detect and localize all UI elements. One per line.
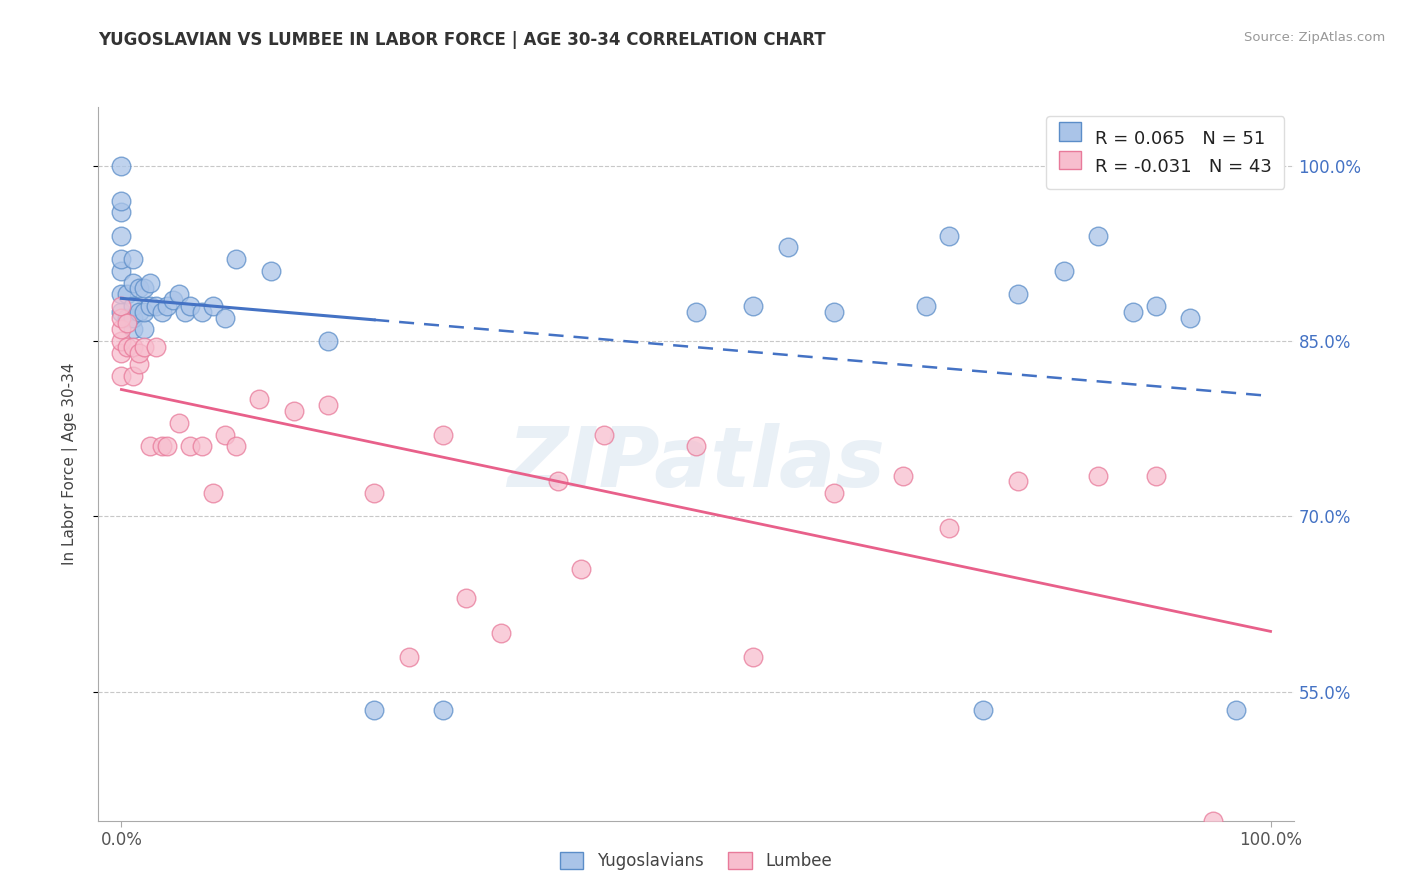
Legend: Yugoslavians, Lumbee: Yugoslavians, Lumbee (554, 845, 838, 877)
Point (115, 287, 138, 301)
Point (742, 299, 765, 313)
Point (179, 439, 201, 453)
Point (110, 345, 132, 359)
Point (456, 591, 478, 606)
Point (122, 310, 145, 325)
Point (115, 317, 138, 331)
Point (1225, 702, 1247, 716)
Text: Source: ZipAtlas.com: Source: ZipAtlas.com (1244, 31, 1385, 45)
Point (122, 276, 145, 290)
Point (156, 439, 179, 453)
Point (110, 322, 132, 336)
Point (134, 340, 156, 354)
Point (247, 392, 270, 407)
Point (569, 562, 592, 576)
Point (260, 264, 283, 278)
Point (110, 299, 132, 313)
Point (1144, 468, 1167, 483)
Point (110, 194, 132, 208)
Point (139, 276, 162, 290)
Point (225, 252, 247, 266)
Point (150, 305, 173, 319)
Point (110, 252, 132, 266)
Point (316, 334, 339, 348)
Point (145, 299, 167, 313)
Point (1087, 228, 1109, 243)
Point (128, 358, 150, 372)
Point (1087, 468, 1109, 483)
Point (156, 299, 179, 313)
Point (225, 439, 247, 453)
Point (891, 468, 914, 483)
Point (110, 228, 132, 243)
Point (972, 702, 994, 716)
Point (134, 281, 156, 295)
Text: YUGOSLAVIAN VS LUMBEE IN LABOR FORCE | AGE 30-34 CORRELATION CHART: YUGOSLAVIAN VS LUMBEE IN LABOR FORCE | A… (98, 31, 827, 49)
Point (489, 626, 512, 640)
Point (110, 369, 132, 384)
Point (167, 416, 190, 430)
Point (115, 340, 138, 354)
Point (363, 702, 385, 716)
Point (914, 299, 936, 313)
Point (823, 486, 845, 500)
Point (823, 305, 845, 319)
Point (122, 299, 145, 313)
Point (1053, 264, 1076, 278)
Point (432, 702, 454, 716)
Point (122, 322, 145, 336)
Point (202, 486, 225, 500)
Point (938, 521, 960, 535)
Point (593, 427, 616, 442)
Text: ZIPatlas: ZIPatlas (508, 424, 884, 504)
Point (1007, 475, 1029, 489)
Point (1178, 310, 1201, 325)
Point (432, 427, 454, 442)
Point (139, 439, 162, 453)
Point (110, 159, 132, 173)
Point (150, 439, 173, 453)
Point (191, 439, 214, 453)
Point (316, 398, 339, 412)
Point (214, 310, 236, 325)
Point (776, 240, 799, 254)
Point (191, 305, 214, 319)
Point (122, 340, 145, 354)
Point (122, 252, 145, 266)
Point (128, 281, 150, 295)
Point (742, 649, 765, 664)
Point (110, 310, 132, 325)
Point (128, 305, 150, 319)
Point (128, 345, 150, 359)
Point (938, 228, 960, 243)
Point (110, 305, 132, 319)
Point (110, 287, 132, 301)
Point (162, 293, 184, 307)
Point (139, 299, 162, 313)
Point (547, 475, 569, 489)
Point (214, 427, 236, 442)
Point (122, 369, 145, 384)
Point (685, 439, 707, 453)
Point (1122, 305, 1144, 319)
Point (173, 305, 195, 319)
Point (179, 299, 201, 313)
Point (685, 305, 707, 319)
Y-axis label: In Labor Force | Age 30-34: In Labor Force | Age 30-34 (62, 362, 77, 566)
Point (1007, 287, 1029, 301)
Point (398, 649, 420, 664)
Point (110, 205, 132, 219)
Point (110, 334, 132, 348)
Point (115, 310, 138, 325)
Point (167, 287, 190, 301)
Point (110, 264, 132, 278)
Point (134, 305, 156, 319)
Point (134, 322, 156, 336)
Point (1144, 299, 1167, 313)
Point (1202, 814, 1225, 828)
Point (283, 404, 305, 418)
Point (363, 486, 385, 500)
Point (202, 299, 225, 313)
Point (145, 340, 167, 354)
